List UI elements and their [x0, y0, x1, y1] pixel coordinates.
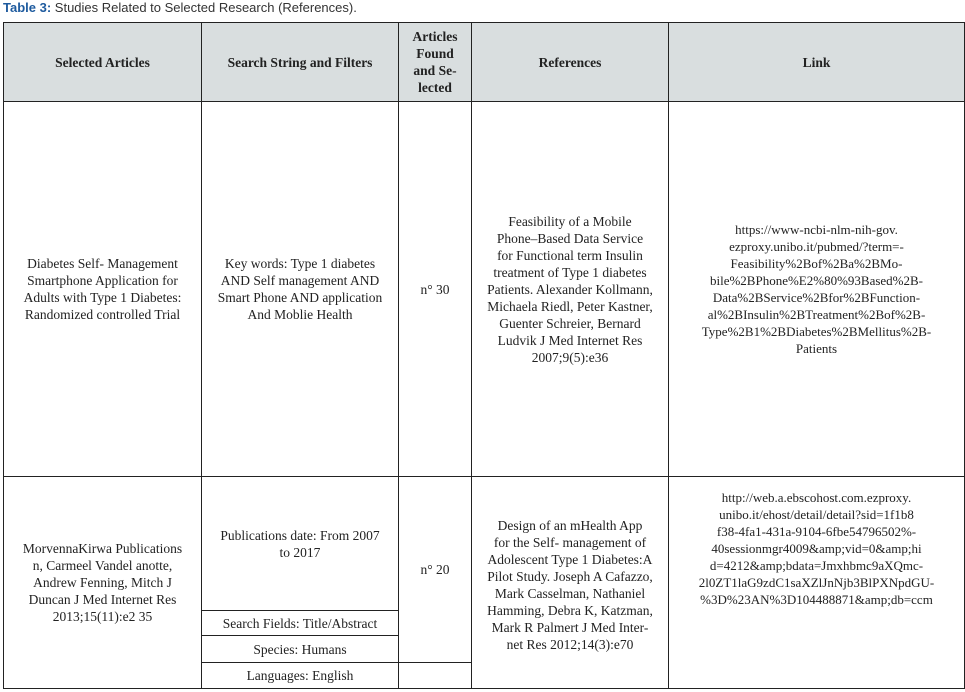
found-cell: n° 20 — [398, 476, 472, 663]
link-cell[interactable]: http://web.a.ebscohost.com.ezproxy. unib… — [668, 476, 965, 689]
reference-cell: Design of an mHealth App for the Self- m… — [471, 476, 669, 689]
article-cell: MorvennaKirwa Publications n, Carmeel Va… — [3, 476, 202, 689]
table-subrow: Languages: English — [4, 662, 965, 689]
header-row: Selected Articles Search String and Filt… — [3, 22, 965, 102]
caption-label: Table 3: — [3, 0, 52, 15]
empty-cell — [398, 662, 472, 689]
filter-species: Species: Humans — [201, 635, 399, 663]
caption-text: Studies Related to Selected Research (Re… — [51, 0, 357, 15]
header-selected-articles: Selected Articles — [3, 22, 202, 102]
table-subrow: Search Fields: Title/Abstract — [4, 610, 965, 636]
filter-publication-date: Publications date: From 2007 to 2017 — [201, 476, 399, 611]
table-row: MorvennaKirwa Publications n, Carmeel Va… — [3, 476, 965, 689]
header-search-string: Search String and Filters — [201, 22, 399, 102]
link-cell[interactable]: https://www-ncbi-nlm-nih-gov. ezproxy.un… — [668, 101, 965, 477]
studies-table: Selected Articles Search String and Filt… — [3, 22, 965, 689]
filter-languages: Languages: English — [201, 662, 399, 689]
header-link: Link — [668, 22, 965, 102]
search-cell: Key words: Type 1 diabetes AND Self mana… — [201, 101, 399, 477]
header-references: References — [471, 22, 669, 102]
found-cell: n° 30 — [398, 101, 472, 477]
table-caption: Table 3: Studies Related to Selected Res… — [3, 0, 357, 15]
article-cell: Diabetes Self- Management Smartphone App… — [3, 101, 202, 477]
filter-search-fields: Search Fields: Title/Abstract — [201, 610, 399, 636]
header-articles-found: Articles Found and Se- lected — [398, 22, 472, 102]
table-row: Diabetes Self- Management Smartphone App… — [3, 101, 965, 477]
reference-cell: Feasibility of a Mobile Phone–Based Data… — [471, 101, 669, 477]
